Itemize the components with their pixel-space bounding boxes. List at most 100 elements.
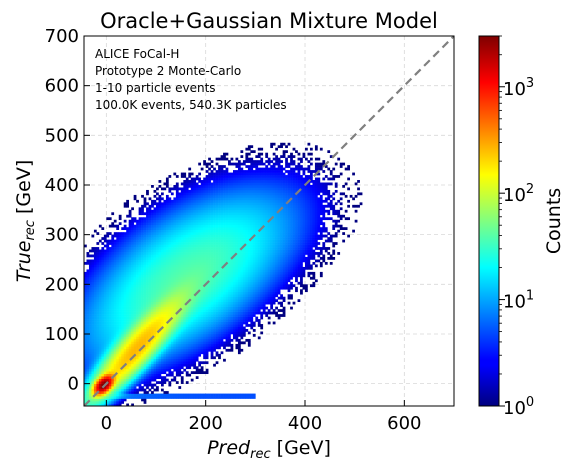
heatmap-cell [158, 276, 162, 280]
heatmap-cell [118, 237, 122, 240]
heatmap-cell [101, 291, 105, 295]
heatmap-cell [193, 289, 197, 293]
heatmap-cell [160, 232, 164, 235]
heatmap-cell [148, 299, 152, 303]
heatmap-cell [242, 239, 246, 243]
heatmap-cell [153, 358, 157, 362]
heatmap-cell [198, 247, 202, 250]
heatmap-cell [121, 398, 125, 402]
heatmap-cell [138, 331, 142, 335]
heatmap-cell [240, 291, 244, 295]
heatmap-cell [128, 219, 132, 223]
heatmap-cell [91, 296, 95, 300]
heatmap-cell [138, 261, 142, 265]
heatmap-cell [108, 271, 112, 275]
heatmap-cell [175, 393, 179, 397]
heatmap-cell [128, 309, 132, 312]
heatmap-cell [235, 259, 239, 263]
heatmap-cell [148, 227, 152, 230]
heatmap-cell [210, 175, 214, 178]
heatmap-cell [133, 333, 137, 337]
heatmap-cell [235, 274, 239, 278]
heatmap-cell [170, 227, 174, 230]
heatmap-cell [210, 316, 214, 320]
heatmap-cell [218, 286, 221, 290]
heatmap-cell [213, 177, 216, 181]
heatmap-cell [225, 254, 229, 258]
heatmap-cell [220, 202, 224, 206]
heatmap-cell [118, 361, 122, 365]
heatmap-cell [116, 351, 120, 355]
heatmap-cell [123, 376, 127, 379]
heatmap-cell [195, 289, 199, 293]
heatmap-cell [128, 343, 132, 347]
heatmap-cell [165, 244, 169, 248]
heatmap-cell [98, 264, 102, 268]
heatmap-cell [98, 391, 102, 394]
heatmap-cell [215, 172, 219, 176]
heatmap-cell [168, 249, 172, 253]
heatmap-cell [116, 227, 120, 230]
heatmap-cell [131, 281, 134, 285]
heatmap-cell [168, 261, 172, 265]
heatmap-cell [208, 199, 211, 203]
heatmap-cell [151, 222, 154, 226]
heatmap-cell [106, 294, 110, 298]
heatmap-cell [84, 358, 87, 362]
heatmap-cell [118, 217, 122, 221]
heatmap-cell [237, 237, 241, 240]
heatmap-cell [247, 291, 251, 295]
heatmap-cell [178, 296, 182, 300]
heatmap-cell [180, 351, 184, 355]
heatmap-cell [237, 199, 241, 203]
heatmap-cell [183, 229, 187, 233]
heatmap-cell [93, 286, 97, 290]
heatmap-cell [111, 289, 115, 293]
heatmap-cell [156, 229, 159, 233]
heatmap-cell [220, 269, 224, 273]
heatmap-cell [218, 247, 221, 250]
heatmap-cell [232, 247, 236, 250]
heatmap-cell [218, 242, 221, 245]
heatmap-cell [141, 242, 144, 245]
heatmap-cell [156, 269, 159, 273]
heatmap-cell [116, 338, 120, 342]
heatmap-cell [133, 304, 137, 307]
heatmap-cell [193, 224, 197, 228]
heatmap-cell [210, 311, 214, 315]
heatmap-cell [136, 269, 139, 273]
heatmap-cell [240, 182, 244, 186]
heatmap-cell [185, 348, 189, 352]
heatmap-cell [123, 306, 127, 310]
heatmap-cell [198, 368, 202, 372]
heatmap-cell [113, 324, 117, 327]
heatmap-cell [242, 224, 246, 228]
heatmap-cell [153, 378, 157, 382]
heatmap-cell [193, 361, 197, 365]
heatmap-cell [188, 333, 192, 337]
heatmap-cell [223, 182, 226, 186]
heatmap-cell [180, 294, 184, 298]
heatmap-cell [126, 202, 129, 206]
heatmap-cell [228, 237, 231, 240]
heatmap-cell [103, 289, 107, 293]
heatmap-cell [190, 177, 194, 181]
heatmap-cell [210, 296, 214, 300]
heatmap-cell [228, 219, 231, 223]
heatmap-cell [213, 252, 216, 255]
heatmap-cell [215, 194, 219, 198]
heatmap-cell [101, 373, 105, 377]
heatmap-cell [126, 403, 129, 406]
heatmap-cell [205, 343, 209, 347]
heatmap-cell [141, 386, 144, 389]
heatmap-cell [143, 311, 147, 315]
heatmap-cell [128, 242, 132, 245]
heatmap-cell [240, 155, 244, 158]
heatmap-cell [116, 326, 120, 330]
heatmap-cell [223, 187, 226, 191]
heatmap-cell [106, 346, 110, 350]
heatmap-cell [84, 274, 87, 278]
heatmap-cell [218, 187, 221, 191]
heatmap-cell [200, 348, 204, 352]
heatmap-cell [195, 329, 199, 332]
